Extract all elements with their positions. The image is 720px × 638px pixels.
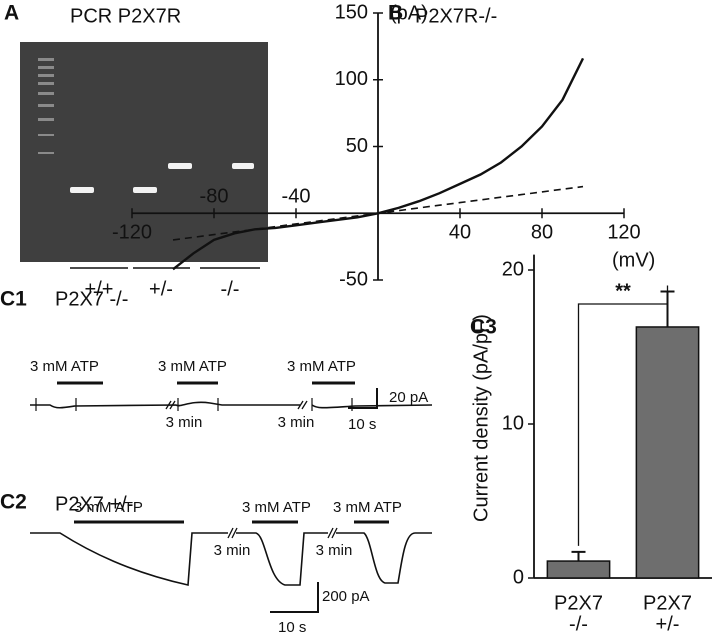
stimulus-label: 3 mM ATP <box>287 358 356 375</box>
panel-label: C2 <box>0 491 27 514</box>
trace-c1 <box>30 381 433 411</box>
x-tick-label: -80 <box>200 186 229 208</box>
panel-label: C1 <box>0 288 27 311</box>
scale-label: 10 s <box>348 416 376 433</box>
x-tick-label: -40 <box>282 186 311 208</box>
x-tick-label: 120 <box>607 222 640 244</box>
gap-label: 3 min <box>278 414 315 431</box>
y-tick-label: -50 <box>339 268 368 290</box>
scale-label: 10 s <box>278 619 306 636</box>
lane-label: +/+ <box>85 278 114 300</box>
x-tick-label: 40 <box>449 222 471 244</box>
x-tick-label: P2X7 <box>554 592 603 614</box>
panel-label: A <box>4 2 19 25</box>
panel-label: B <box>388 2 403 25</box>
stimulus-label: 3 mM ATP <box>74 499 143 516</box>
y-tick-label: 20 <box>502 258 524 280</box>
y-axis-label: Current density (pA/pF) <box>470 314 492 522</box>
iv-chart: P2X7R-/- -120 -80 -40 40 80 120 -50 50 100 150 (pA)… <box>112 1 655 290</box>
gel-title: PCR P2X7R <box>70 5 181 27</box>
x-tick-label: -/- <box>569 613 588 635</box>
gap-label: 3 min <box>316 542 353 559</box>
significance-label: ** <box>615 280 631 302</box>
trace-c2 <box>30 520 432 613</box>
x-axis-label: (mV) <box>612 250 655 272</box>
lane-label: +/- <box>149 278 173 300</box>
panel-label: C3 <box>470 316 497 339</box>
scale-label: 20 pA <box>389 389 428 406</box>
lane-label: -/- <box>221 278 240 300</box>
significance-bracket <box>577 285 669 546</box>
trace-label: P2X7 -/- <box>55 288 128 310</box>
chart-title: P2X7R-/- <box>415 5 497 27</box>
trace-label: P2X7 +/- <box>55 493 133 515</box>
stimulus-label: 3 mM ATP <box>242 499 311 516</box>
gap-label: 3 min <box>214 542 251 559</box>
y-tick-label: 50 <box>346 135 368 157</box>
y-tick-label: 10 <box>502 412 524 434</box>
stimulus-label: 3 mM ATP <box>30 358 99 375</box>
gap-label: 3 min <box>166 414 203 431</box>
iv-curve <box>172 185 584 241</box>
x-tick-label: 80 <box>531 222 553 244</box>
y-axis-label: (pA) <box>390 2 428 24</box>
y-tick-label: 100 <box>335 68 368 90</box>
y-tick-label: 150 <box>335 1 368 23</box>
stimulus-label: 3 mM ATP <box>333 499 402 516</box>
bar <box>635 326 700 579</box>
x-tick-label: +/- <box>656 613 680 635</box>
scale-label: 200 pA <box>322 588 370 605</box>
stimulus-label: 3 mM ATP <box>158 358 227 375</box>
x-tick-label: P2X7 <box>643 592 692 614</box>
gel-image <box>20 42 268 262</box>
x-tick-label: -120 <box>112 222 152 244</box>
bar <box>546 560 611 579</box>
error-bar <box>571 550 586 562</box>
y-tick-label: 0 <box>513 566 524 588</box>
